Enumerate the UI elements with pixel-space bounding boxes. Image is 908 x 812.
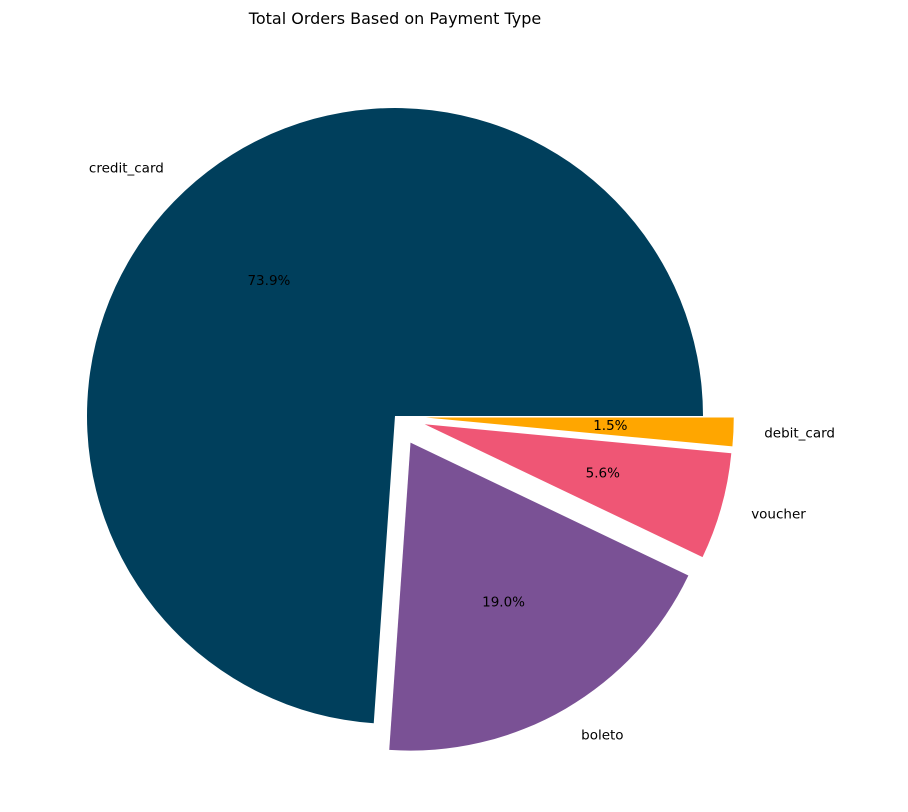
slice-label-boleto: boleto <box>581 727 623 743</box>
pct-label-debit-card: 1.5% <box>593 418 627 434</box>
chart-title: Total Orders Based on Payment Type <box>248 9 541 28</box>
slice-label-credit-card: credit_card <box>89 160 164 176</box>
slice-label-voucher: voucher <box>751 507 806 523</box>
pct-label-voucher: 5.6% <box>586 466 620 482</box>
pie-slice-credit-card <box>87 108 704 724</box>
pct-label-credit-card: 73.9% <box>247 273 290 289</box>
pie-slice-voucher <box>424 424 732 558</box>
pie-slice-debit-card <box>425 417 734 447</box>
pie-labels: credit_card 73.9% boleto 19.0% voucher 5.6% de… <box>89 160 835 743</box>
pct-label-boleto: 19.0% <box>482 594 525 610</box>
pie-slices <box>87 108 734 751</box>
pie-slice-boleto <box>389 442 689 751</box>
slice-label-debit-card: debit_card <box>764 425 835 441</box>
